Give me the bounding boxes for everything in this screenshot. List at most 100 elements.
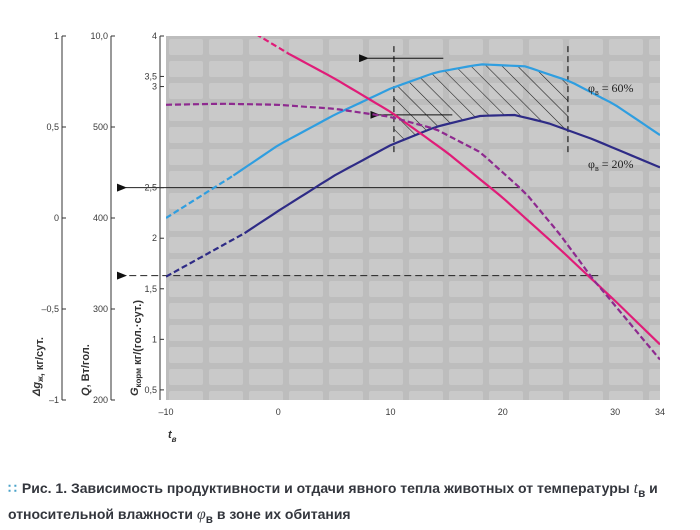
grid-tile: [569, 347, 603, 363]
grid-tile: [449, 171, 483, 187]
y-tick-label-dg: –0,5: [41, 304, 59, 314]
grid-tile: [169, 171, 203, 187]
grid-tile: [249, 215, 283, 231]
grid-tile: [489, 391, 523, 400]
grid-tile: [489, 259, 523, 275]
grid-tile: [649, 193, 660, 209]
grid-tile: [369, 215, 403, 231]
grid-tile: [649, 149, 660, 165]
grid-tile: [609, 127, 643, 143]
y-tick-label-dg: –1: [49, 395, 59, 405]
grid-tile: [409, 193, 443, 209]
grid-tile: [609, 171, 643, 187]
series-line-1-dashed: [166, 232, 246, 278]
grid-tile: [449, 347, 483, 363]
grid-tile: [169, 61, 203, 77]
y-tick-label-dg: 0,5: [46, 122, 59, 132]
grid-tile: [489, 215, 523, 231]
caption-dots-icon: ∷: [8, 480, 17, 496]
grid-tile: [489, 149, 523, 165]
grid-tile: [329, 347, 363, 363]
grid-tile: [609, 325, 643, 341]
grid-tile: [529, 149, 563, 165]
grid-tile: [529, 237, 563, 253]
grid-tile: [649, 281, 660, 297]
grid-tile: [289, 369, 323, 385]
grid-tile: [449, 303, 483, 319]
grid-tile: [289, 325, 323, 341]
grid-tile: [209, 391, 243, 400]
y-tick-label-g: 3: [152, 82, 157, 92]
caption-symbol-phi: φ: [196, 505, 206, 523]
y-tick-label-g: 1: [152, 334, 157, 344]
grid-tile: [369, 237, 403, 253]
grid-tile: [329, 237, 363, 253]
grid-tile: [329, 325, 363, 341]
grid-tile: [209, 259, 243, 275]
grid-tile: [569, 193, 603, 209]
grid-tile: [209, 83, 243, 99]
grid-tile: [329, 303, 363, 319]
grid-tile: [609, 237, 643, 253]
grid-tile: [609, 61, 643, 77]
grid-tile: [249, 61, 283, 77]
caption-text-2: и относительной влажности: [8, 480, 658, 522]
grid-tile: [329, 39, 363, 55]
grid-tile: [249, 105, 283, 121]
grid-tile: [529, 39, 563, 55]
grid-tile: [169, 127, 203, 143]
grid-tile: [569, 149, 603, 165]
grid-tile: [609, 391, 643, 400]
grid-tile: [329, 215, 363, 231]
grid-tile: [329, 193, 363, 209]
y-tick-label-q: 400: [93, 213, 108, 223]
grid-tile: [249, 347, 283, 363]
grid-tile: [649, 347, 660, 363]
series-labels: φв = 60% φв = 20%: [588, 81, 633, 173]
grid-tile: [529, 281, 563, 297]
grid-tile: [249, 149, 283, 165]
grid-tile: [289, 61, 323, 77]
grid-tile: [449, 39, 483, 55]
y-tick-label-g: 2: [152, 233, 157, 243]
grid-tile: [449, 215, 483, 231]
grid-tile: [289, 391, 323, 400]
y-tick-label-q: 300: [93, 304, 108, 314]
grid-tile: [569, 171, 603, 187]
grid-tile: [409, 303, 443, 319]
grid-tile: [409, 325, 443, 341]
grid-tile: [169, 303, 203, 319]
grid-tile: [649, 127, 660, 143]
grid-tile: [369, 259, 403, 275]
grid-tile: [409, 281, 443, 297]
grid-tile: [529, 325, 563, 341]
grid-tile: [169, 369, 203, 385]
grid-tile: [449, 237, 483, 253]
x-tick-label: 10: [386, 407, 396, 417]
grid-tile: [609, 149, 643, 165]
grid-tile: [289, 193, 323, 209]
grid-tile: [249, 237, 283, 253]
grid-tile: [369, 369, 403, 385]
series-label-0: φв = 60%: [588, 81, 633, 97]
hatch-area: [393, 64, 568, 144]
grid-tile: [489, 369, 523, 385]
grid-tile: [409, 149, 443, 165]
grid-tile: [369, 303, 403, 319]
grid-tile: [369, 347, 403, 363]
grid-tile: [449, 281, 483, 297]
grid-tile: [249, 391, 283, 400]
caption-text-3: в зоне их обитания: [212, 505, 351, 522]
grid-tile: [369, 171, 403, 187]
grid-tile: [409, 369, 443, 385]
grid-tile: [489, 281, 523, 297]
grid-tile: [649, 215, 660, 231]
y-tick-label-q: 500: [93, 122, 108, 132]
grid-tile: [449, 193, 483, 209]
grid-tile: [529, 193, 563, 209]
grid-tile: [329, 61, 363, 77]
x-tick-label: 34: [655, 407, 665, 417]
grid-tile: [529, 171, 563, 187]
